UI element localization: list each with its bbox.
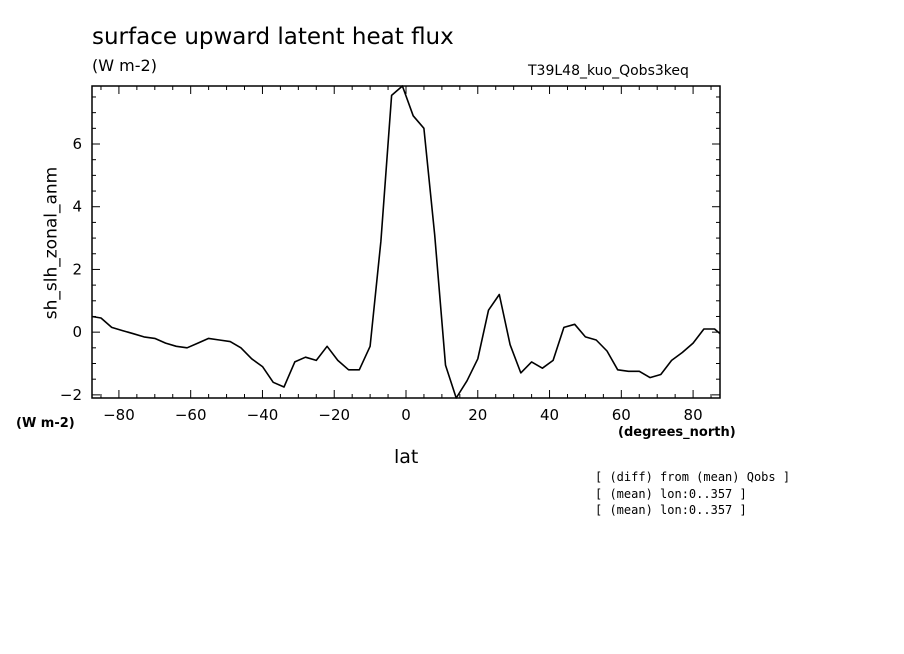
x-tick-label: −80 <box>103 406 135 424</box>
y-tick-label: 4 <box>72 198 82 216</box>
x-tick-label: 60 <box>612 406 631 424</box>
y-axis-unit: (W m-2) <box>16 416 75 431</box>
x-tick-label: 20 <box>468 406 487 424</box>
chart-title: surface upward latent heat flux <box>92 24 454 50</box>
note-line: [ (mean) lon:0..357 ] <box>595 487 747 501</box>
note-line: [ (diff) from (mean) Qobs ] <box>595 470 791 484</box>
x-axis-unit: (degrees_north) <box>618 425 736 440</box>
y-tick-label: 2 <box>72 260 82 278</box>
x-tick-label: −60 <box>175 406 207 424</box>
x-tick-label: 80 <box>684 406 703 424</box>
y-tick-label: −2 <box>60 386 82 404</box>
x-tick-label: 40 <box>540 406 559 424</box>
y-tick-label: 0 <box>72 323 82 341</box>
plot-frame <box>91 85 721 399</box>
chart-units: (W m-2) <box>92 56 157 75</box>
x-tick-label: 0 <box>401 406 411 424</box>
run-label: T39L48_kuo_Qobs3keq <box>528 63 689 79</box>
x-axis-label: lat <box>394 446 419 468</box>
note-line: [ (mean) lon:0..357 ] <box>595 503 747 517</box>
x-tick-label: −40 <box>247 406 279 424</box>
x-tick-label: −20 <box>318 406 350 424</box>
series-line <box>91 85 721 399</box>
y-tick-label: 6 <box>72 135 82 153</box>
